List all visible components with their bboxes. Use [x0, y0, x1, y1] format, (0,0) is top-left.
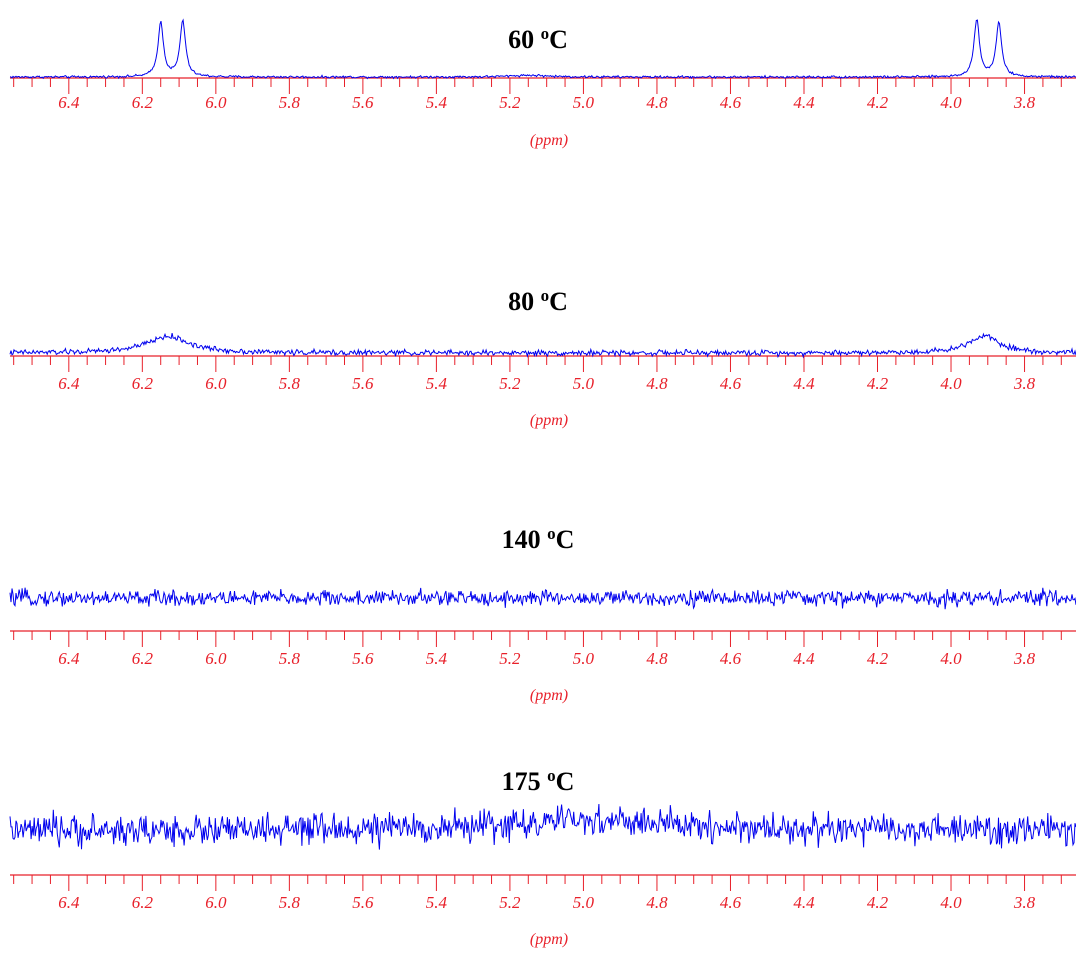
- title-degree-sign: o: [541, 286, 550, 305]
- title-temperature-value: 140: [502, 525, 548, 554]
- x-tick-label: 4.0: [940, 893, 962, 912]
- x-tick-label: 4.2: [867, 93, 889, 112]
- spectrum-panel-1: 60 oC 6.4 6.2 6.0 5.8 5.6 5.4 5.2 5.0 4.8 4.6 4.4 4.…: [9, 18, 1076, 149]
- x-tick-label: 6.2: [132, 649, 154, 668]
- x-tick-label: 4.0: [940, 374, 962, 393]
- x-tick-label: 5.0: [573, 374, 595, 393]
- spectrum-trace: [9, 803, 1076, 850]
- x-tick-label: 5.6: [352, 93, 374, 112]
- x-tick-label: 5.4: [426, 893, 448, 912]
- spectrum-trace: [9, 332, 1076, 359]
- x-tick-label: 6.4: [58, 649, 80, 668]
- x-tick-label: 4.4: [793, 649, 815, 668]
- title-unit: C: [556, 525, 575, 554]
- x-tick-label: 4.8: [646, 893, 668, 912]
- title-degree-sign: o: [547, 524, 556, 543]
- x-tick-label: 5.4: [426, 374, 448, 393]
- spectrum-title: 60 oC: [508, 24, 568, 54]
- x-tick-label: 4.8: [646, 93, 668, 112]
- title-unit: C: [556, 767, 575, 796]
- x-tick-label: 5.0: [573, 893, 595, 912]
- x-tick-label: 4.6: [720, 893, 742, 912]
- x-tick-label: 5.6: [352, 374, 374, 393]
- x-tick-label: 4.0: [940, 93, 962, 112]
- x-tick-label: 4.6: [720, 93, 742, 112]
- x-tick-label: 6.4: [58, 374, 80, 393]
- x-tick-label: 5.4: [426, 649, 448, 668]
- x-axis-title: (ppm): [530, 132, 568, 149]
- x-tick-label: 5.2: [499, 649, 521, 668]
- x-tick-label: 4.6: [720, 649, 742, 668]
- x-tick-label: 5.6: [352, 649, 374, 668]
- x-axis-title: (ppm): [530, 687, 568, 704]
- spectrum-panel-4: 175 oC 6.4 6.2 6.0 5.8 5.6 5.4 5.2 5.0 4.8 4.6 4.4 4…: [9, 766, 1076, 948]
- title-unit: C: [549, 25, 568, 54]
- title-temperature-value: 60: [508, 25, 541, 54]
- x-tick-label: 6.0: [205, 374, 227, 393]
- x-tick-label: 6.4: [58, 893, 80, 912]
- x-tick-label: 4.0: [940, 649, 962, 668]
- x-tick-label: 4.8: [646, 374, 668, 393]
- x-tick-label: 6.0: [205, 93, 227, 112]
- x-tick-label: 5.2: [499, 93, 521, 112]
- x-tick-label: 5.4: [426, 93, 448, 112]
- title-degree-sign: o: [547, 766, 556, 785]
- x-tick-label: 5.6: [352, 893, 374, 912]
- spectrum-panel-3: 140 oC 6.4 6.2 6.0 5.8 5.6 5.4 5.2 5.0 4.8 4.6 4.4 4…: [9, 524, 1076, 704]
- x-tick-label: 3.8: [1013, 374, 1036, 393]
- x-tick-label: 5.8: [279, 893, 301, 912]
- title-degree-sign: o: [541, 24, 550, 43]
- x-tick-label: 3.8: [1013, 649, 1036, 668]
- spectrum-title: 80 oC: [508, 286, 568, 316]
- x-axis-title: (ppm): [530, 412, 568, 429]
- x-tick-label: 6.2: [132, 893, 154, 912]
- x-tick-label: 5.0: [573, 93, 595, 112]
- x-tick-label: 6.2: [132, 374, 154, 393]
- x-tick-label: 4.4: [793, 893, 815, 912]
- x-tick-label: 6.0: [205, 893, 227, 912]
- x-tick-label: 5.8: [279, 649, 301, 668]
- x-tick-label: 6.2: [132, 93, 154, 112]
- x-tick-label: 4.6: [720, 374, 742, 393]
- x-tick-label: 4.8: [646, 649, 668, 668]
- spectrum-panel-2: 80 oC 6.4 6.2 6.0 5.8 5.6 5.4 5.2 5.0 4.8 4.6 4.4 4.…: [9, 286, 1076, 429]
- x-tick-label: 4.4: [793, 93, 815, 112]
- x-tick-label: 4.2: [867, 374, 889, 393]
- x-axis-title: (ppm): [530, 931, 568, 948]
- x-tick-label: 4.4: [793, 374, 815, 393]
- x-tick-label: 5.0: [573, 649, 595, 668]
- spectrum-trace: [9, 587, 1076, 610]
- spectrum-trace: [9, 18, 1076, 80]
- spectrum-title: 140 oC: [502, 524, 575, 554]
- title-temperature-value: 175: [502, 767, 548, 796]
- x-tick-label: 5.8: [279, 93, 301, 112]
- x-tick-label: 3.8: [1013, 93, 1036, 112]
- x-tick-label: 5.8: [279, 374, 301, 393]
- x-tick-label: 5.2: [499, 374, 521, 393]
- x-tick-label: 6.0: [205, 649, 227, 668]
- x-tick-label: 5.2: [499, 893, 521, 912]
- spectrum-title: 175 oC: [502, 766, 575, 796]
- x-tick-label: 4.2: [867, 649, 889, 668]
- x-tick-label: 6.4: [58, 93, 80, 112]
- title-temperature-value: 80: [508, 287, 541, 316]
- title-unit: C: [549, 287, 568, 316]
- x-tick-label: 3.8: [1013, 893, 1036, 912]
- x-tick-label: 4.2: [867, 893, 889, 912]
